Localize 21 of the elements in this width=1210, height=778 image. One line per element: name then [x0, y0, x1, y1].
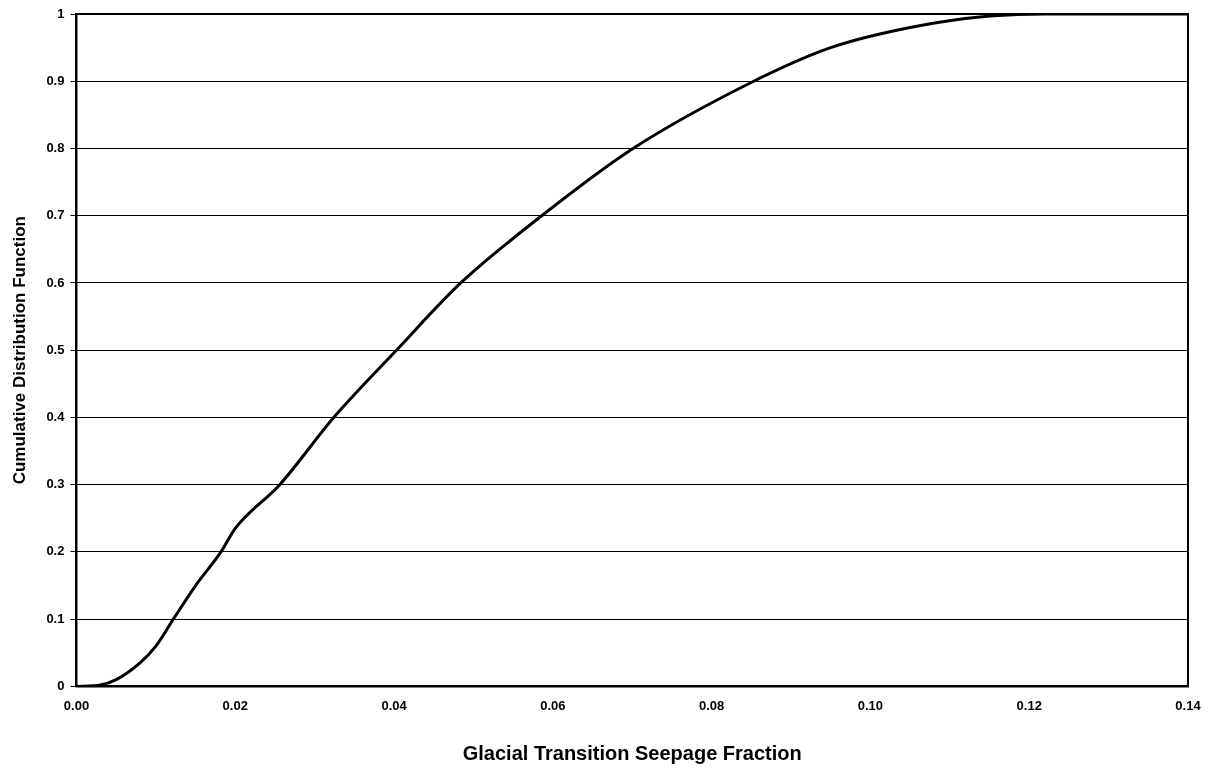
- y-tick-label: 0.1: [46, 610, 65, 626]
- x-tick-label: 0.02: [222, 697, 248, 713]
- y-tick-label: 0.9: [46, 72, 65, 88]
- x-tick-label: 0.04: [381, 697, 408, 713]
- y-tick-label: 0.4: [46, 409, 66, 425]
- x-axis-title: Glacial Transition Seepage Fraction: [462, 741, 802, 764]
- x-tick-label: 0.14: [1175, 697, 1202, 713]
- y-tick-label: 0.7: [46, 207, 65, 223]
- y-tick-label: 0.2: [46, 543, 65, 559]
- x-tick-label: 0.08: [698, 697, 725, 713]
- x-tick-label: 0.12: [1016, 697, 1042, 713]
- x-tick-label: 0.10: [857, 697, 884, 713]
- y-tick-label: 0.3: [46, 476, 65, 492]
- y-tick-label: 0: [57, 677, 65, 693]
- y-tick-label: 0.6: [46, 274, 65, 290]
- y-tick-label: 0.5: [46, 341, 65, 357]
- x-tick-label: 0.00: [63, 697, 90, 713]
- x-tick-label: 0.06: [540, 697, 566, 713]
- y-axis-title: Cumulative Distribution Function: [9, 216, 29, 485]
- y-tick-label: 1: [57, 5, 65, 21]
- y-tick-label: 0.8: [46, 140, 65, 156]
